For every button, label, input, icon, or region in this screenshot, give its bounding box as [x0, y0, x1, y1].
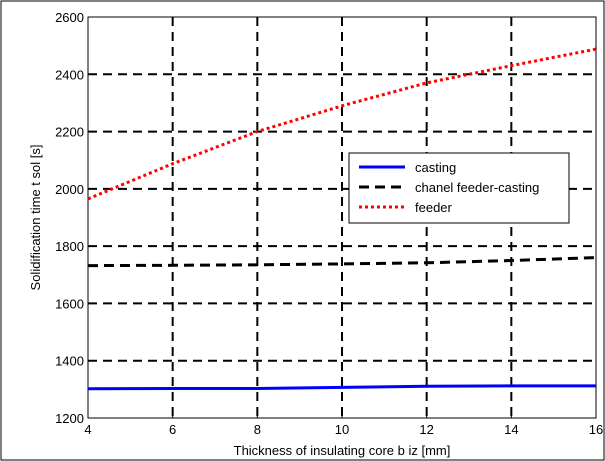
x-tick-label: 16 [589, 422, 603, 437]
y-axis-title: Solidification time t sol [s] [28, 145, 43, 291]
y-tick-label: 1200 [55, 411, 84, 426]
legend-label: casting [415, 160, 456, 175]
series-lines [87, 47, 597, 391]
axis-ticks: 4 6 8 10 12 14 16 1200 1400 1600 1800 2000 2200 2400 2… [55, 10, 603, 437]
x-tick-label: 6 [169, 422, 176, 437]
x-axis-title: Thickness of insulating core b iz [mm] [234, 443, 451, 458]
series-line-2 [87, 256, 597, 268]
legend-box [348, 152, 570, 224]
x-tick-label: 4 [84, 422, 91, 437]
y-tick-label: 2600 [55, 10, 84, 25]
x-tick-label: 12 [419, 422, 433, 437]
legend-label: feeder [415, 200, 453, 215]
y-tick-label: 2200 [55, 125, 84, 140]
series-line-3 [87, 47, 597, 201]
y-tick-label: 1400 [55, 354, 84, 369]
y-tick-label: 2000 [55, 182, 84, 197]
series-line-1 [87, 384, 596, 391]
legend: casting chanel feeder-casting feeder [348, 152, 570, 224]
x-tick-label: 8 [254, 422, 261, 437]
y-tick-label: 1800 [55, 239, 84, 254]
x-tick-label: 14 [504, 422, 518, 437]
x-tick-label: 10 [335, 422, 349, 437]
legend-label: chanel feeder-casting [415, 180, 539, 195]
y-tick-label: 2400 [55, 67, 84, 82]
y-tick-label: 1600 [55, 296, 84, 311]
